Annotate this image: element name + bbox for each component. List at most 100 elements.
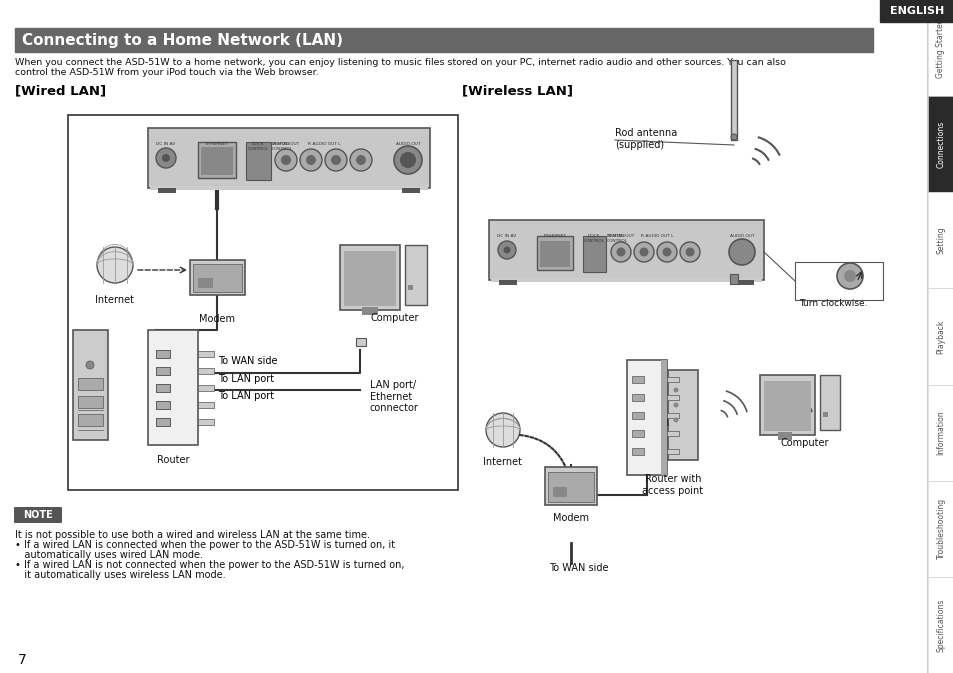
Text: REMOTE
CONTROL: REMOTE CONTROL <box>606 234 627 242</box>
Ellipse shape <box>485 413 519 447</box>
Text: Router with
access point: Router with access point <box>641 474 702 495</box>
Text: [Wired LAN]: [Wired LAN] <box>15 84 106 97</box>
Bar <box>401 188 419 193</box>
Bar <box>631 376 643 383</box>
Text: DC IN AV: DC IN AV <box>497 234 517 238</box>
Ellipse shape <box>843 270 855 282</box>
Ellipse shape <box>836 263 862 289</box>
Ellipse shape <box>350 149 372 171</box>
Bar <box>78 414 103 426</box>
Text: DOCK
CONTROL: DOCK CONTROL <box>583 234 604 242</box>
Text: Troubleshooting: Troubleshooting <box>936 498 944 559</box>
Bar <box>156 401 170 409</box>
Text: Information: Information <box>936 411 944 455</box>
Bar <box>491 278 761 282</box>
Text: Modem: Modem <box>553 513 588 523</box>
Bar <box>201 147 233 175</box>
Bar <box>198 278 213 288</box>
Bar <box>78 396 103 408</box>
Ellipse shape <box>634 242 654 262</box>
Bar <box>198 351 213 357</box>
Ellipse shape <box>86 361 94 369</box>
Bar <box>666 377 679 382</box>
Bar <box>927 481 953 577</box>
Bar <box>539 241 569 267</box>
Bar <box>73 330 108 440</box>
Bar <box>730 60 737 140</box>
Text: R AUDIO OUT L: R AUDIO OUT L <box>308 142 340 146</box>
Text: DIGITAL OUT: DIGITAL OUT <box>273 142 299 146</box>
Bar <box>927 0 953 96</box>
FancyBboxPatch shape <box>14 507 62 523</box>
Ellipse shape <box>657 242 677 262</box>
Bar <box>537 236 573 270</box>
Bar <box>156 384 170 392</box>
Bar <box>927 96 953 192</box>
Bar <box>339 245 399 310</box>
Bar <box>667 370 698 460</box>
Bar <box>190 260 245 295</box>
Bar <box>198 402 213 408</box>
Ellipse shape <box>331 155 340 165</box>
Bar <box>156 350 170 358</box>
Bar <box>927 577 953 673</box>
Text: 7: 7 <box>17 653 27 667</box>
Text: NOTE: NOTE <box>23 510 52 520</box>
Text: To LAN port: To LAN port <box>218 374 274 384</box>
Bar <box>156 367 170 375</box>
Ellipse shape <box>281 155 291 165</box>
Text: ETHERNET: ETHERNET <box>543 234 566 238</box>
Text: Internet: Internet <box>95 295 134 305</box>
Bar <box>760 375 814 435</box>
Ellipse shape <box>673 388 678 392</box>
Text: It is not possible to use both a wired and wireless LAN at the same time.: It is not possible to use both a wired a… <box>15 530 370 540</box>
Text: R AUDIO OUT L: R AUDIO OUT L <box>640 234 673 238</box>
Bar <box>547 472 594 502</box>
Bar <box>198 368 213 374</box>
Text: Router: Router <box>156 455 189 465</box>
Text: AUDIO OUT: AUDIO OUT <box>395 142 420 146</box>
Ellipse shape <box>355 155 366 165</box>
Text: LAN port/
Ethernet
connector: LAN port/ Ethernet connector <box>370 380 418 413</box>
Bar <box>156 367 170 375</box>
Bar <box>158 188 175 193</box>
Bar <box>489 220 763 280</box>
Ellipse shape <box>97 247 132 283</box>
Bar <box>408 285 413 290</box>
Text: REMOTE
CONTROL: REMOTE CONTROL <box>272 142 293 151</box>
Bar <box>150 186 428 190</box>
Bar <box>666 431 679 436</box>
Bar <box>156 401 170 409</box>
Bar <box>631 394 643 401</box>
Bar <box>156 418 170 426</box>
Text: To LAN port: To LAN port <box>218 391 274 401</box>
Ellipse shape <box>730 134 737 140</box>
Bar <box>198 142 235 178</box>
Text: ETHERNET: ETHERNET <box>205 142 229 146</box>
Bar <box>198 419 213 425</box>
Bar <box>156 384 170 392</box>
Bar <box>193 264 242 292</box>
Ellipse shape <box>399 152 416 168</box>
Bar <box>626 360 666 475</box>
Bar <box>544 467 597 505</box>
Text: ENGLISH: ENGLISH <box>889 6 943 16</box>
Bar <box>148 330 198 445</box>
Text: AUDIO OUT: AUDIO OUT <box>729 234 754 238</box>
Bar <box>361 307 377 315</box>
Text: When you connect the ASD-51W to a home network, you can enjoy listening to music: When you connect the ASD-51W to a home n… <box>15 58 785 67</box>
Bar <box>927 192 953 289</box>
Bar <box>498 280 517 285</box>
Text: Turn clockwise.: Turn clockwise. <box>799 299 866 308</box>
Ellipse shape <box>685 248 694 256</box>
Ellipse shape <box>162 154 170 162</box>
Text: DC IN AV: DC IN AV <box>156 142 175 146</box>
Text: To WAN side: To WAN side <box>218 356 277 366</box>
Ellipse shape <box>503 246 510 254</box>
Bar <box>78 378 103 390</box>
Text: DOCK
CONTROL: DOCK CONTROL <box>247 142 268 151</box>
Ellipse shape <box>156 148 175 168</box>
Bar <box>582 236 605 272</box>
Bar <box>198 385 213 391</box>
Bar <box>820 375 840 430</box>
